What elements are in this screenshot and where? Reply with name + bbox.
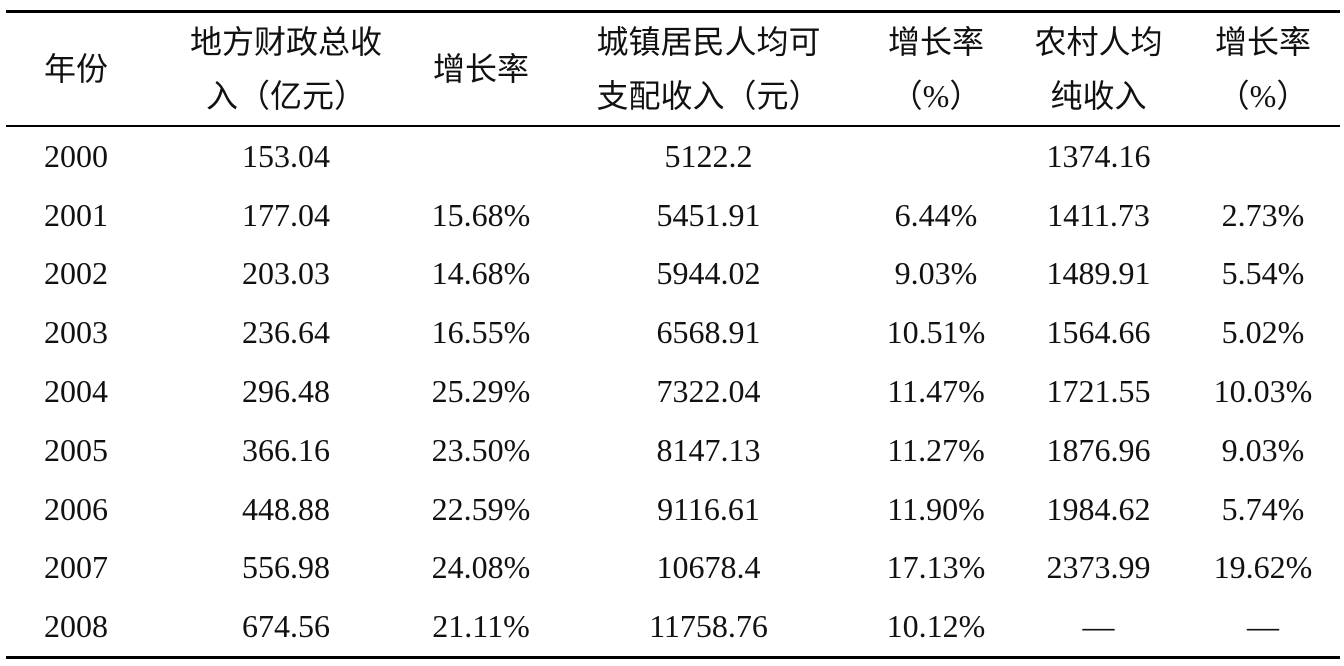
table-cell: 10678.4 [656,549,761,586]
header-cell: 年份 [6,12,166,127]
table-row: 2008 674.56 21.11% 11758.76 10.12% — — [6,597,1340,658]
table-cell: — [1082,608,1115,645]
header-cell: 城镇居民人均可 支配收入（元） [556,12,861,127]
table-cell: 2007 [44,549,108,586]
header-text: （%） [890,78,982,114]
header-cell: 增长率 （%） [861,12,1011,127]
table-cell: 6.44% [894,196,978,233]
table-cell: 2004 [44,373,108,410]
table-cell: 15.68% [431,196,531,233]
table-cell: 23.50% [431,431,531,468]
table-cell [1186,126,1340,186]
table-cell: 11.90% [887,490,985,527]
header-text: 支配收入（元） [596,78,821,114]
table-cell: 25.29% [431,373,531,410]
header-text: 增长率 [1214,24,1311,60]
header-text: 农村人均 [1034,24,1163,60]
table-cell: 11758.76 [649,608,768,645]
table-cell: 2005 [44,431,108,468]
header-text: 增长率 [887,24,984,60]
table-row: 2007 556.98 24.08% 10678.4 17.13% 2373.99 19.6… [6,539,1340,598]
table-cell: 9.03% [894,255,978,292]
table-cell: 1564.66 [1046,314,1151,351]
table-cell: 10.51% [886,314,986,351]
table-cell: 1489.91 [1046,255,1151,292]
table-cell: 5451.91 [656,196,761,233]
table-cell: 2.73% [1221,196,1305,233]
table-cell: 2008 [44,608,108,645]
table-cell: 1411.73 [1047,196,1150,233]
table-cell: 153.04 [242,137,330,174]
table-row: 2001 177.04 15.68% 5451.91 6.44% 1411.73 2.73% [6,186,1340,245]
table-cell: 16.55% [431,314,531,351]
table-cell: 19.62% [1213,549,1313,586]
table-cell: 9.03% [1221,431,1305,468]
header-text: 年份 [44,51,109,87]
table-cell: 5.74% [1221,490,1305,527]
header-text: 纯收入 [1050,78,1147,114]
table-cell: 9116.61 [657,490,760,527]
table-row: 2006 448.88 22.59% 9116.61 11.90% 1984.62 5.74… [6,480,1340,539]
table-cell: 11.27% [887,431,985,468]
table-cell: 2000 [44,137,108,174]
table-cell: 5.54% [1221,255,1305,292]
table-cell [406,126,556,186]
table-cell: 22.59% [431,490,531,527]
table-cell: 5122.2 [664,137,753,174]
header-cell: 增长率 [406,12,556,127]
header-cell: 农村人均 纯收入 [1011,12,1186,127]
table-cell: 21.11% [432,608,530,645]
table-cell: 2002 [44,255,108,292]
table-cell: 17.13% [886,549,986,586]
table-row: 2000 153.04 5122.2 1374.16 [6,126,1340,186]
table-cell: 7322.04 [656,373,761,410]
table-cell: 1876.96 [1046,431,1151,468]
table-cell: 14.68% [431,255,531,292]
table-cell: 6568.91 [656,314,761,351]
table-row: 2003 236.64 16.55% 6568.91 10.51% 1564.66 5.02… [6,303,1340,362]
header-text: 入（亿元） [205,78,366,114]
header-text: （%） [1217,78,1309,114]
table-cell: 24.08% [431,549,531,586]
table-cell: 5.02% [1221,314,1305,351]
table-row: 2004 296.48 25.29% 7322.04 11.47% 1721.55 10.0… [6,362,1340,421]
header-row: 年份 地方财政总收 入（亿元） 增长率 城镇居民人均可 支配收入（元） 增长率 （%） 农村人均… [6,11,1340,127]
table-cell: 11.47% [887,373,985,410]
table-header: 年份 地方财政总收 入（亿元） 增长率 城镇居民人均可 支配收入（元） 增长率 （%） 农村人均… [6,11,1340,127]
table-row: 2005 366.16 23.50% 8147.13 11.27% 1876.96 9.03… [6,421,1340,480]
table-cell [861,126,1011,186]
table-cell: 2003 [44,314,108,351]
header-cell: 地方财政总收 入（亿元） [166,12,406,127]
table-cell: 674.56 [242,608,330,645]
table-cell: 2373.99 [1046,549,1151,586]
table-body: 2000 153.04 5122.2 1374.16 2001 177.04 15.68% 5… [6,126,1340,658]
table-cell: 203.03 [242,255,330,292]
table-cell: — [1247,608,1279,645]
header-text: 地方财政总收 [189,24,382,60]
table-cell: 10.03% [1213,373,1313,410]
table-cell: 177.04 [242,196,330,233]
header-text: 城镇居民人均可 [596,24,821,60]
table-cell: 5944.02 [656,255,761,292]
table-cell: 2001 [44,196,108,233]
table-cell: 296.48 [242,373,330,410]
table-cell: 366.16 [242,431,330,468]
data-table: 年份 地方财政总收 入（亿元） 增长率 城镇居民人均可 支配收入（元） 增长率 （%） 农村人均… [6,10,1340,659]
header-cell: 增长率 （%） [1186,12,1340,127]
table-cell: 1721.55 [1046,373,1151,410]
table-cell: 236.64 [242,314,330,351]
table-cell: 448.88 [242,490,330,527]
table-cell: 10.12% [886,608,986,645]
table-cell: 8147.13 [656,431,761,468]
table-row: 2002 203.03 14.68% 5944.02 9.03% 1489.91 5.54% [6,245,1340,304]
header-text: 增长率 [432,51,529,87]
table-cell: 1374.16 [1046,137,1151,174]
table-cell: 1984.62 [1046,490,1151,527]
table-cell: 556.98 [242,549,330,586]
table-cell: 2006 [44,490,108,527]
